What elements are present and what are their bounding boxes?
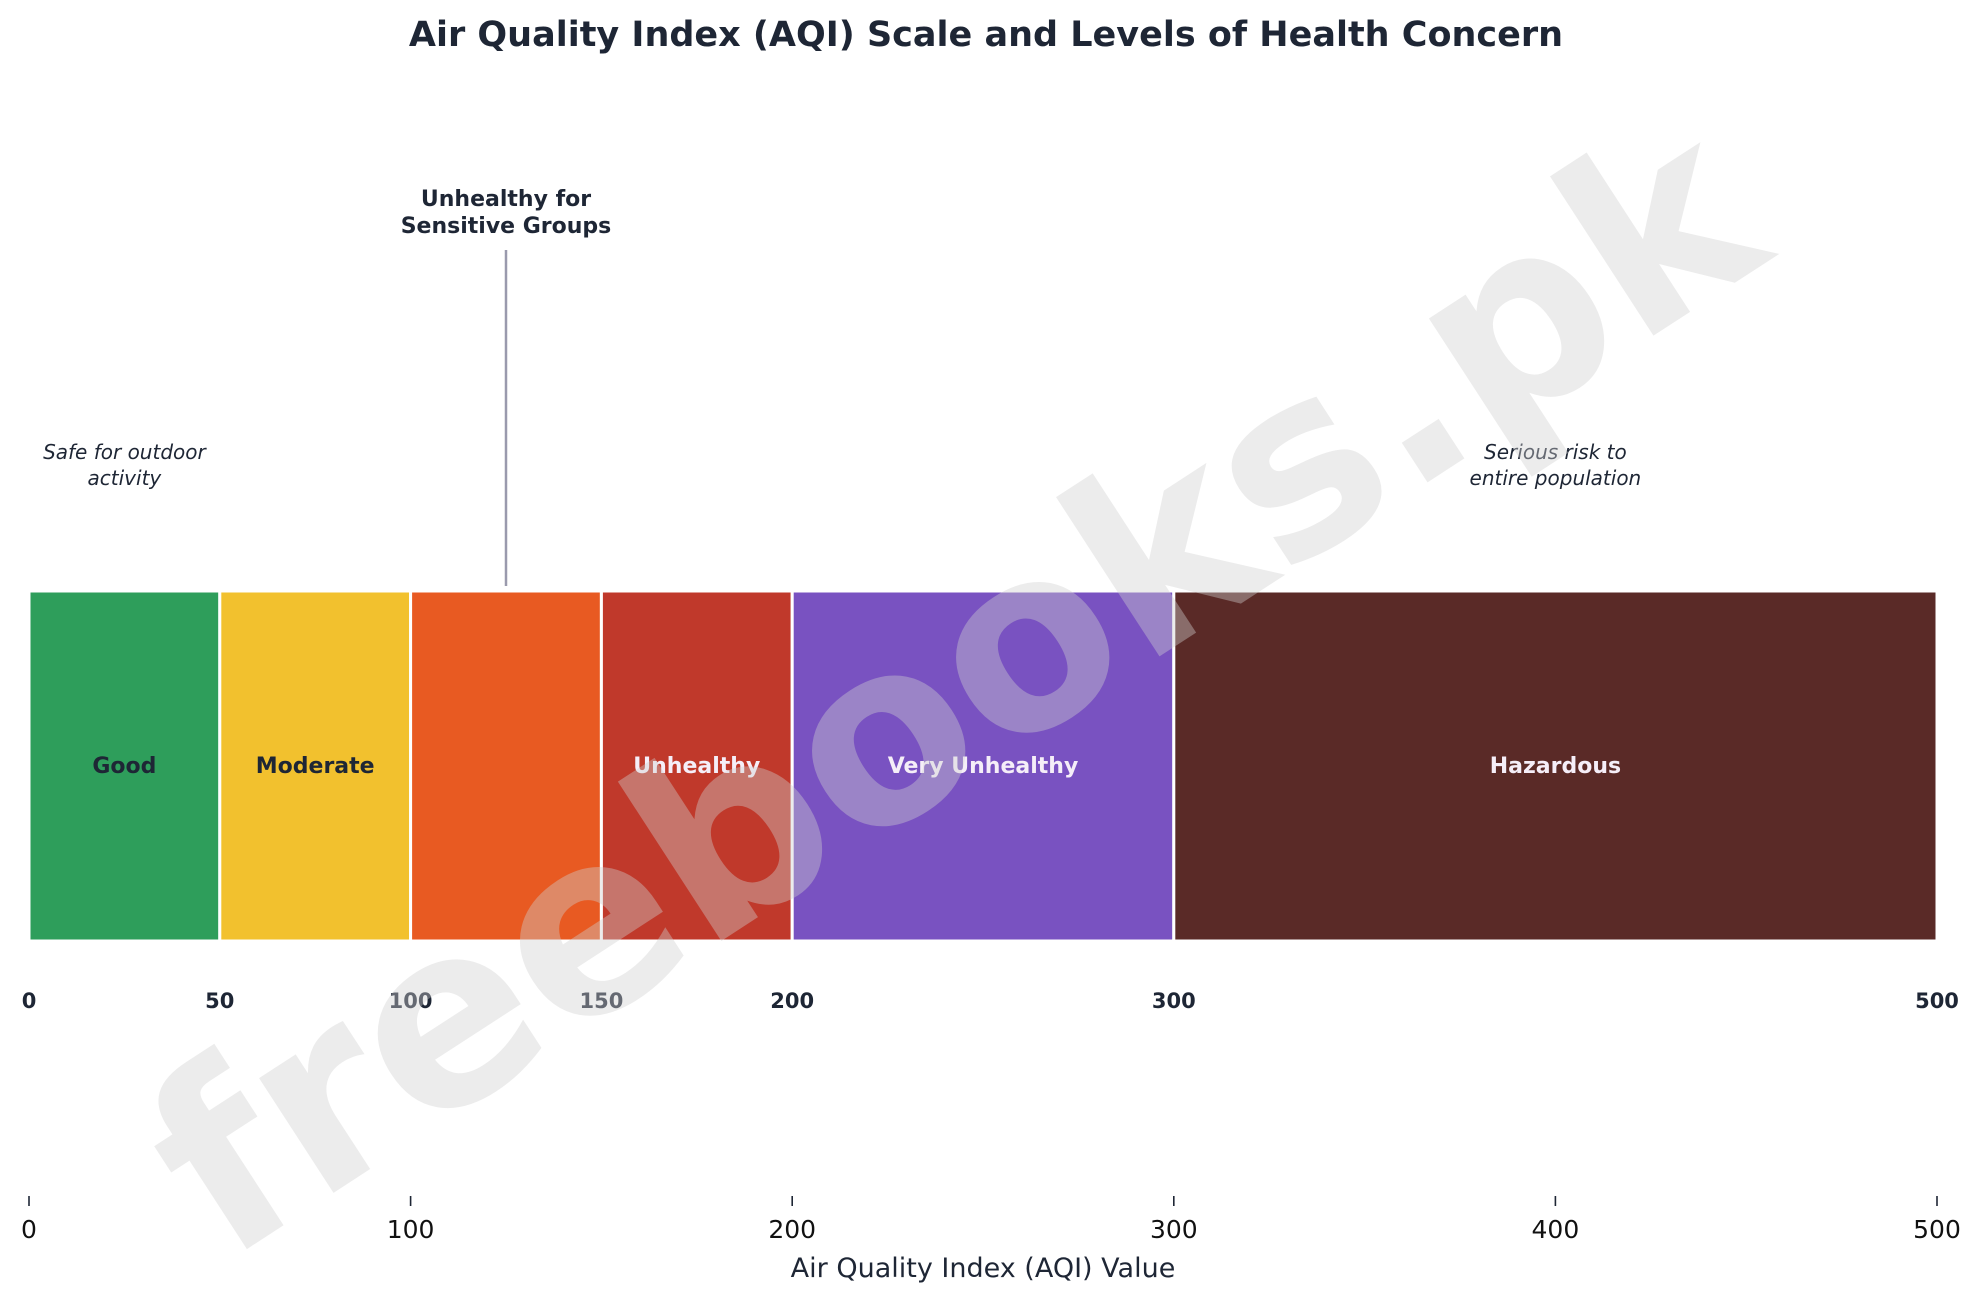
segment-label-good: Good	[92, 754, 156, 779]
segment-label-unhealthy: Unhealthy	[633, 754, 760, 779]
boundary-label-0: 0	[22, 989, 37, 1013]
x-tick-label-200: 200	[768, 1215, 816, 1244]
boundary-label-200: 200	[770, 989, 814, 1013]
boundary-label-150: 150	[579, 989, 623, 1013]
x-tick-label-300: 300	[1150, 1215, 1198, 1244]
annotation-1-line-1: Safe for outdoor	[43, 440, 207, 464]
segment-hazardous	[1172, 589, 1939, 943]
annotation-2-line-1: Serious risk to	[1484, 440, 1627, 464]
callout-label-line-2: Sensitive Groups	[401, 214, 612, 239]
annotation-1-line-2: activity	[88, 466, 163, 490]
boundary-label-300: 300	[1152, 989, 1196, 1013]
boundary-labels: 0 50 100 150 200 300 500	[22, 989, 1959, 1013]
boundary-label-100: 100	[389, 989, 433, 1013]
boundary-label-500: 500	[1915, 989, 1959, 1013]
segment-moderate	[218, 589, 413, 943]
segment-very-unhealthy	[790, 589, 1176, 943]
x-tick-label-500: 500	[1913, 1215, 1961, 1244]
x-tick-label-0: 0	[21, 1215, 37, 1244]
aqi-segments: Good Moderate Unhealthy Very Unhealthy Hazar…	[27, 589, 1939, 943]
x-axis: 0 100 200 300 400 500	[21, 1196, 1961, 1244]
annotation-2-line-2: entire population	[1470, 466, 1642, 490]
x-tick-label-400: 400	[1532, 1215, 1580, 1244]
segment-label-moderate: Moderate	[256, 754, 375, 779]
segment-label-hazardous: Hazardous	[1490, 754, 1621, 779]
x-tick-label-100: 100	[387, 1215, 435, 1244]
segment-unhealthy	[599, 589, 794, 943]
callout-label-line-1: Unhealthy for	[421, 187, 591, 212]
segment-label-very-unhealthy: Very Unhealthy	[888, 754, 1079, 779]
segment-good	[27, 589, 222, 943]
chart-title: Air Quality Index (AQI) Scale and Levels…	[409, 15, 1563, 55]
x-axis-label: Air Quality Index (AQI) Value	[791, 1253, 1176, 1284]
boundary-label-50: 50	[205, 989, 234, 1013]
